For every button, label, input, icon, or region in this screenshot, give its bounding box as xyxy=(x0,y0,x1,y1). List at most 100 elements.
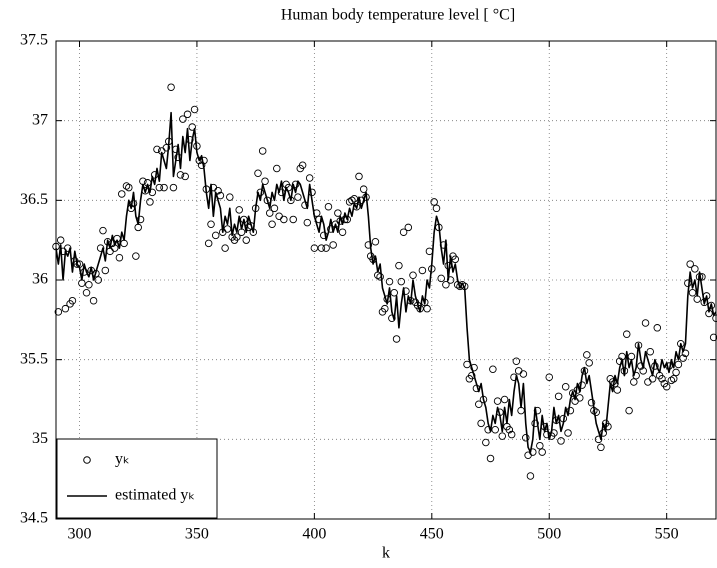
data-point xyxy=(261,177,269,185)
y-tick-label: 36 xyxy=(32,271,48,288)
data-point xyxy=(350,194,359,203)
data-point xyxy=(491,426,499,434)
data-point xyxy=(681,349,690,358)
data-point xyxy=(385,277,394,286)
data-point xyxy=(207,220,215,228)
data-point xyxy=(691,265,699,273)
data-point xyxy=(554,392,563,401)
data-point xyxy=(451,255,460,264)
y-tick-label: 37.5 xyxy=(20,32,48,49)
data-point xyxy=(334,209,342,217)
data-point xyxy=(599,429,608,437)
data-point xyxy=(536,441,544,450)
data-point xyxy=(99,226,107,235)
data-point xyxy=(493,397,502,405)
data-point xyxy=(258,147,267,155)
data-point xyxy=(82,288,91,297)
data-point xyxy=(608,378,617,386)
data-point xyxy=(242,236,250,244)
x-tick-label: 400 xyxy=(302,526,326,543)
legend-label: yₖ xyxy=(115,451,130,468)
data-point xyxy=(613,386,622,394)
data-point xyxy=(592,408,600,416)
data-point xyxy=(265,209,274,217)
data-point xyxy=(118,190,126,198)
y-tick-label: 36.5 xyxy=(20,191,48,208)
chart-title: Human body temperature level [ °C] xyxy=(281,7,515,24)
data-point xyxy=(359,185,368,193)
data-point xyxy=(686,260,694,268)
data-point xyxy=(583,351,591,359)
data-point xyxy=(578,381,586,389)
data-point xyxy=(54,308,63,316)
data-point xyxy=(89,296,98,305)
data-point xyxy=(190,105,199,114)
data-point xyxy=(482,438,490,447)
data-point xyxy=(432,204,441,213)
data-point xyxy=(214,187,222,195)
data-point xyxy=(268,220,276,228)
data-point xyxy=(101,266,110,275)
data-point xyxy=(115,253,124,262)
data-point xyxy=(662,383,671,391)
data-point xyxy=(381,304,389,313)
data-point xyxy=(587,398,596,407)
data-point xyxy=(235,206,243,214)
data-point xyxy=(545,373,553,381)
data-point xyxy=(122,182,131,190)
data-point xyxy=(153,145,161,154)
data-point xyxy=(63,244,72,252)
plot-frame xyxy=(55,40,717,520)
data-point xyxy=(322,244,330,252)
data-point xyxy=(254,169,262,177)
data-point xyxy=(632,371,640,380)
data-point xyxy=(338,228,347,236)
data-point xyxy=(376,273,384,281)
data-point xyxy=(531,419,539,428)
data-point xyxy=(669,375,678,383)
data-point xyxy=(529,448,537,456)
data-point xyxy=(477,419,485,428)
legend-label: estimated yₖ xyxy=(115,487,195,504)
data-point xyxy=(179,115,187,123)
data-point xyxy=(223,225,232,233)
data-point xyxy=(397,277,406,286)
data-point xyxy=(146,198,154,206)
data-point xyxy=(85,281,93,289)
data-point xyxy=(200,156,208,165)
data-point xyxy=(355,172,363,181)
data-point xyxy=(221,244,229,252)
data-line xyxy=(55,111,717,453)
data-point xyxy=(489,365,497,373)
data-point xyxy=(348,196,356,205)
data-point xyxy=(597,443,605,452)
data-point xyxy=(430,198,438,206)
data-point xyxy=(505,426,514,434)
x-tick-label: 450 xyxy=(420,526,444,543)
x-axis-label: k xyxy=(382,545,390,562)
data-point xyxy=(317,244,326,252)
data-point xyxy=(486,454,495,463)
data-point xyxy=(418,266,427,275)
data-point xyxy=(498,432,507,440)
data-point xyxy=(305,174,314,182)
x-tick-label: 500 xyxy=(537,526,561,543)
data-point xyxy=(96,244,105,252)
legend-box xyxy=(56,438,218,519)
data-point xyxy=(500,395,509,404)
data-point xyxy=(625,406,633,415)
data-point xyxy=(399,228,408,236)
data-point xyxy=(446,276,455,284)
data-point xyxy=(641,319,650,327)
data-point xyxy=(125,183,133,192)
data-point xyxy=(437,274,445,283)
data-point xyxy=(273,164,281,173)
data-point xyxy=(423,304,431,313)
data-point xyxy=(585,359,593,367)
data-point xyxy=(61,304,70,313)
x-tick-label: 550 xyxy=(655,526,679,543)
data-point xyxy=(409,271,417,279)
data-point xyxy=(181,172,189,181)
data-point xyxy=(404,223,413,232)
